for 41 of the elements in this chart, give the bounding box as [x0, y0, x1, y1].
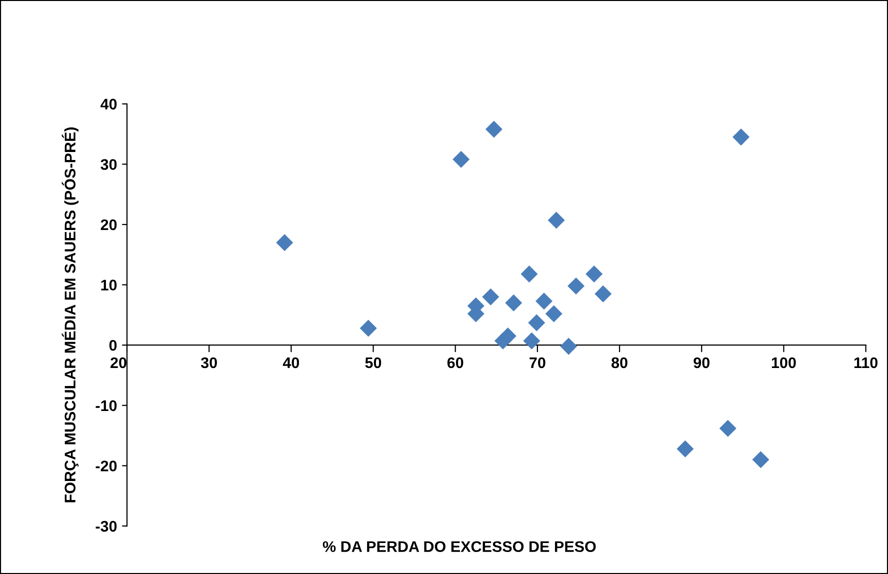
x-tick-label: 50 — [365, 357, 382, 368]
y-tick-label: 20 — [100, 219, 117, 230]
x-tick-label: 60 — [447, 357, 464, 368]
point — [545, 305, 562, 322]
x-tick-label: 30 — [200, 357, 217, 368]
point — [548, 212, 565, 229]
y-tick-label: -20 — [96, 460, 117, 472]
y-tick-label: 0 — [109, 340, 117, 351]
point — [499, 328, 516, 345]
y-axis-title: FORÇA MUSCULAR MÉDIA EM SAUERS (PÓS-PRÉ) — [62, 127, 79, 502]
point — [586, 265, 603, 282]
y-tick-label: 10 — [101, 280, 117, 290]
point — [752, 451, 770, 468]
point — [528, 314, 546, 332]
point — [520, 265, 538, 282]
point — [560, 338, 578, 355]
x-tick-label: 70 — [530, 357, 546, 368]
point — [276, 234, 294, 252]
point — [360, 320, 377, 337]
y-tick-label: 30 — [100, 159, 117, 170]
point — [568, 278, 585, 295]
y-tick-label: -30 — [96, 520, 117, 532]
point — [594, 285, 612, 302]
point — [676, 440, 694, 458]
x-tick-label: 110 — [854, 357, 878, 368]
point — [536, 292, 553, 310]
x-tick-label: 90 — [694, 357, 710, 368]
point — [452, 150, 470, 168]
x-tick-label: 100 — [772, 357, 796, 368]
x-tick-label: 40 — [282, 357, 300, 368]
x-axis-title: % DA PERDA DO EXCESSO DE PESO — [322, 541, 596, 552]
x-tick-label: 80 — [612, 357, 628, 368]
point — [719, 420, 736, 437]
point — [523, 332, 540, 350]
y-tick-label: -10 — [96, 400, 117, 412]
x-tick-label: 20 — [110, 357, 126, 368]
y-tick-label: 40 — [100, 98, 117, 110]
point — [485, 120, 502, 138]
point — [482, 288, 500, 306]
point — [732, 128, 750, 146]
point — [505, 294, 522, 312]
